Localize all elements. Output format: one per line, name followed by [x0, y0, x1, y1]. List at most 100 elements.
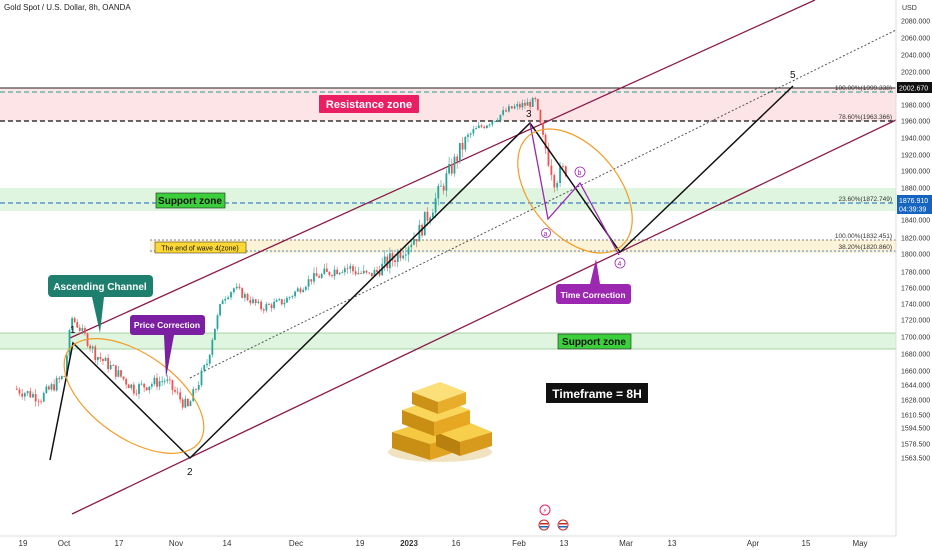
channel-lower-line[interactable]	[71, 119, 897, 515]
time-tick-label: 15	[802, 539, 811, 548]
candle-body	[423, 211, 426, 236]
channel-upper-line[interactable]	[69, 0, 816, 339]
candle-body	[410, 244, 413, 248]
candle-body	[260, 301, 262, 310]
time-tick-label: Feb	[512, 539, 526, 548]
abc-correction-line[interactable]	[529, 122, 620, 256]
event-icons[interactable]: ⚡	[538, 504, 569, 531]
candle-body	[249, 300, 252, 304]
candle-body	[534, 97, 537, 100]
price-tick-label: 1820.000	[901, 236, 930, 243]
candle-body	[135, 393, 138, 395]
wave-label-b: b	[578, 170, 582, 177]
candle-body	[171, 380, 174, 390]
flash-event-icon[interactable]	[539, 504, 551, 516]
fib-label-100-top: 100.00%(1999.338)	[835, 85, 892, 92]
elliott-wave-main-line[interactable]	[49, 85, 794, 461]
price-tick-label: 2080.000	[901, 19, 930, 26]
candle-body	[352, 266, 354, 272]
candle-body	[26, 391, 29, 394]
wave4-zone-badge[interactable]	[154, 241, 247, 254]
level-2002-tag[interactable]	[897, 82, 932, 93]
candle-body	[394, 260, 396, 263]
time-correction-badge[interactable]	[556, 284, 631, 304]
symbol-title[interactable]: Gold Spot / U.S. Dollar, 8h, OANDA	[4, 3, 131, 12]
candle-body	[238, 286, 241, 289]
time-tick-label: 14	[223, 539, 232, 548]
support-zone-lower-label: Support zone	[562, 337, 626, 348]
candle-body	[456, 156, 459, 162]
candle-body	[360, 273, 362, 274]
candle-body	[469, 133, 472, 135]
candle-body	[475, 128, 477, 130]
current-price-value: 1876.910	[899, 198, 928, 205]
candle-body	[550, 165, 553, 176]
candle-body	[132, 384, 135, 394]
candle-body	[55, 378, 58, 391]
candle-body	[112, 365, 115, 366]
wave-label-3: 3	[526, 109, 532, 120]
candle-body	[181, 399, 184, 408]
candle-body	[331, 275, 333, 277]
wave-label-a: a	[544, 231, 548, 238]
candle-body	[325, 268, 328, 272]
ascending-channel-badge[interactable]	[48, 275, 153, 297]
candle-body	[291, 296, 294, 298]
time-tick-label: 2023	[400, 539, 418, 548]
support-zone-upper-badge[interactable]	[155, 192, 226, 209]
candle-body	[526, 101, 529, 106]
candle-body	[386, 256, 389, 269]
candle-body	[235, 286, 238, 289]
fib-label-38: 38.20%(1820.860)	[839, 244, 893, 251]
price-tick-label: 1563.500	[901, 456, 930, 463]
price-tick-label: 1644.000	[901, 383, 930, 390]
candle-body	[453, 156, 456, 174]
time-tick-label: Apr	[747, 539, 760, 548]
candle-body	[265, 304, 268, 311]
candle-body	[304, 286, 307, 290]
price-tick-label: 1980.000	[901, 103, 930, 110]
current-price-tag[interactable]	[897, 195, 932, 214]
price-correction-badge[interactable]	[130, 315, 205, 335]
candle-body	[143, 383, 146, 388]
candle-body	[472, 129, 475, 134]
candle-body	[15, 388, 18, 390]
candle-body	[125, 379, 128, 385]
price-correction-pointer	[164, 335, 174, 378]
us-flag-event-icon-1[interactable]	[538, 519, 550, 531]
us-flag-event-icon-2[interactable]	[557, 519, 569, 531]
candle-body	[109, 365, 112, 370]
price-tick-label: 1840.000	[901, 218, 930, 225]
candle-body	[437, 185, 440, 199]
time-correction-pointer	[590, 259, 600, 284]
candle-body	[206, 363, 208, 366]
candle-body	[310, 279, 313, 282]
channel-mid-dotted-line	[189, 29, 897, 379]
candle-body	[40, 401, 42, 403]
price-tick-label: 1628.000	[901, 398, 930, 405]
candle-body	[338, 272, 341, 275]
price-correction-ellipse	[63, 338, 205, 454]
candle-body	[336, 269, 339, 275]
candle-body	[559, 166, 561, 184]
time-axis-background[interactable]	[0, 536, 932, 550]
ascending-channel-pointer	[92, 297, 104, 333]
resistance-zone-badge[interactable]	[319, 95, 419, 113]
candle-body	[442, 185, 445, 191]
wave-label-b-circle	[574, 166, 586, 178]
candle-body	[480, 125, 483, 127]
support-zone-lower-badge[interactable]	[557, 333, 632, 350]
candle-body	[63, 376, 66, 377]
candle-body	[127, 384, 130, 389]
price-tick-label: 1660.000	[901, 369, 930, 376]
time-tick-label: Dec	[289, 539, 303, 548]
candle-body	[189, 401, 192, 407]
timeframe-badge	[546, 383, 648, 403]
candle-body	[148, 386, 151, 391]
candle-body	[243, 294, 246, 298]
candle-body	[486, 125, 488, 129]
candle-body	[130, 384, 133, 389]
wave-label-5: 5	[790, 70, 796, 81]
candle-body	[508, 106, 510, 112]
